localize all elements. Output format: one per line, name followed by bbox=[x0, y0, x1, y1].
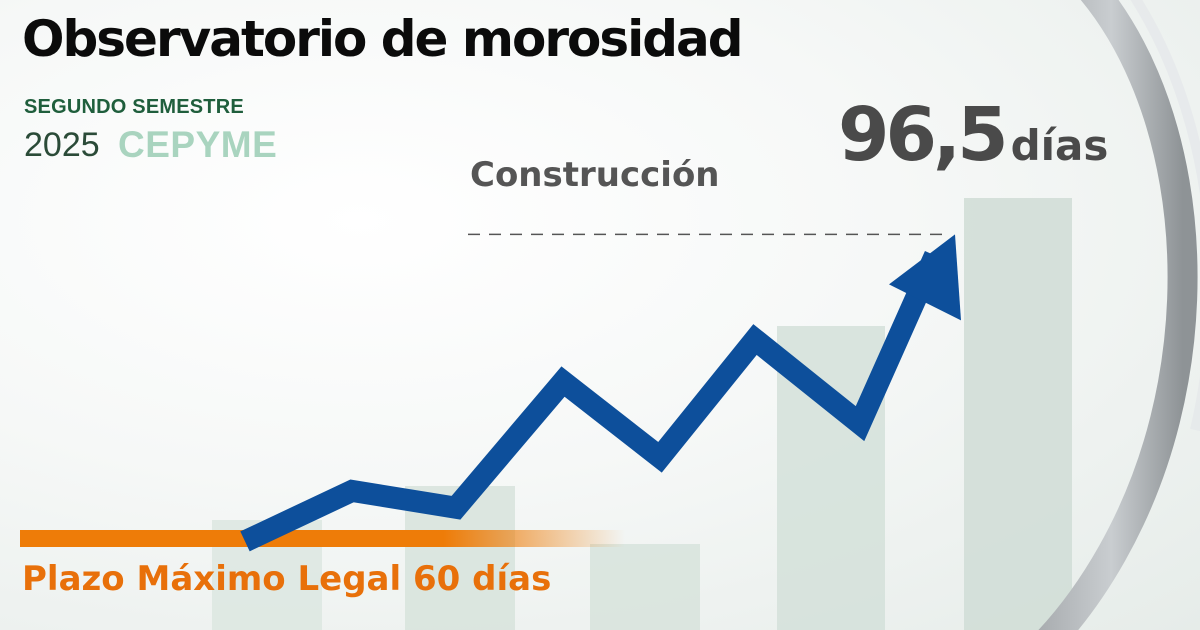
brand-logo-text: CEPYME bbox=[118, 124, 278, 165]
trend-line bbox=[240, 250, 946, 552]
highlight-metric: 96,5 días bbox=[838, 98, 1108, 172]
legal-limit-bar bbox=[20, 530, 625, 547]
sector-label: Construcción bbox=[470, 155, 720, 195]
period-year: 2025 bbox=[24, 126, 100, 164]
period-subtitle: SEGUNDO SEMESTRE bbox=[24, 96, 244, 118]
metric-value: 96,5 bbox=[838, 92, 1009, 178]
trend-arrow-head bbox=[889, 234, 961, 321]
page-title: Observatorio de morosidad bbox=[22, 10, 744, 68]
metric-unit: días bbox=[1010, 121, 1109, 170]
legal-limit-label: Plazo Máximo Legal 60 días bbox=[22, 559, 552, 599]
